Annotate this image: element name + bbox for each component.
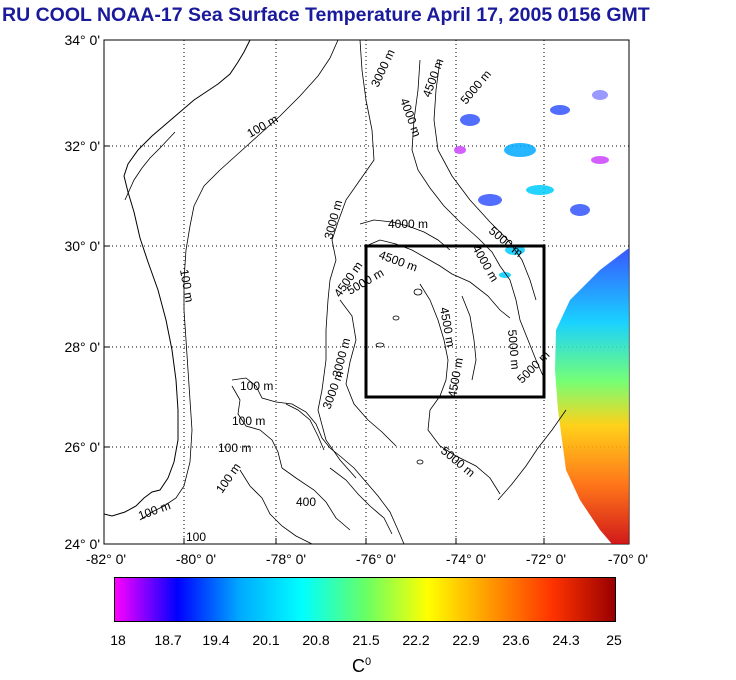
- islands: [375, 288, 424, 465]
- colorbar-tick: 20.8: [302, 632, 330, 648]
- contour-label: 100 m: [177, 268, 197, 303]
- lon-axis-labels: -82° 0' -80° 0' -78° 0' -76° 0' -74° 0' …: [86, 551, 648, 567]
- colorbar-tick: 22.9: [452, 632, 480, 648]
- colorbar-tick: 23.6: [502, 632, 530, 648]
- lon-label: -72° 0': [526, 551, 566, 567]
- colorbar-unit: C0: [352, 656, 371, 677]
- lon-label: -76° 0': [356, 551, 396, 567]
- bahamas-banks: [231, 377, 405, 544]
- isobath-100: [139, 40, 339, 521]
- colorbar-tick: 19.4: [202, 632, 230, 648]
- colorbar-gradient: [115, 578, 615, 621]
- colorbar-tick: 21.5: [352, 632, 380, 648]
- colorbar-tick: 22.2: [402, 632, 430, 648]
- lat-label: 32° 0': [64, 138, 100, 154]
- contour-label: 5000 m: [505, 329, 522, 370]
- contour-label: 100 m: [240, 379, 273, 393]
- study-box: [364, 244, 546, 399]
- contour-label: 400: [296, 495, 316, 509]
- contour-label: 100 m: [232, 414, 265, 428]
- lon-label: -82° 0': [86, 551, 126, 567]
- colorbar-tick: 20.1: [252, 632, 280, 648]
- contour-label: 4500 m: [437, 306, 458, 348]
- lon-label: -70° 0': [608, 551, 648, 567]
- colorbar-tick: 24.3: [552, 632, 580, 648]
- lat-label: 26° 0': [64, 439, 100, 455]
- colorbar-unit-text: C: [352, 656, 365, 676]
- colorbar-tick: 18: [110, 632, 126, 648]
- lat-axis-labels: 34° 0' 32° 0' 30° 0' 28° 0' 26° 0' 24° 0…: [64, 32, 100, 552]
- isobaths-deep: [317, 40, 567, 501]
- lon-label: -78° 0': [266, 551, 306, 567]
- coastline: [104, 40, 251, 517]
- colorbar-tick: 18.7: [154, 632, 182, 648]
- colorbar-unit-sup: 0: [365, 656, 372, 668]
- lat-label: 30° 0': [64, 238, 100, 254]
- sst-swath: [555, 248, 629, 544]
- contour-label: 100: [186, 530, 206, 544]
- colorbar: [114, 577, 616, 622]
- contour-label: 4000 m: [388, 217, 428, 231]
- contour-label: 4500 m: [445, 357, 466, 399]
- page-title: RU COOL NOAA-17 Sea Surface Temperature …: [2, 4, 650, 26]
- lat-label: 34° 0': [64, 32, 100, 48]
- lon-label: -74° 0': [446, 551, 486, 567]
- lon-label: -80° 0': [176, 551, 216, 567]
- contour-label: 100 m: [218, 441, 251, 455]
- lat-label: 28° 0': [64, 339, 100, 355]
- colorbar-tick: 25: [606, 632, 622, 648]
- lat-label: 24° 0': [64, 536, 100, 552]
